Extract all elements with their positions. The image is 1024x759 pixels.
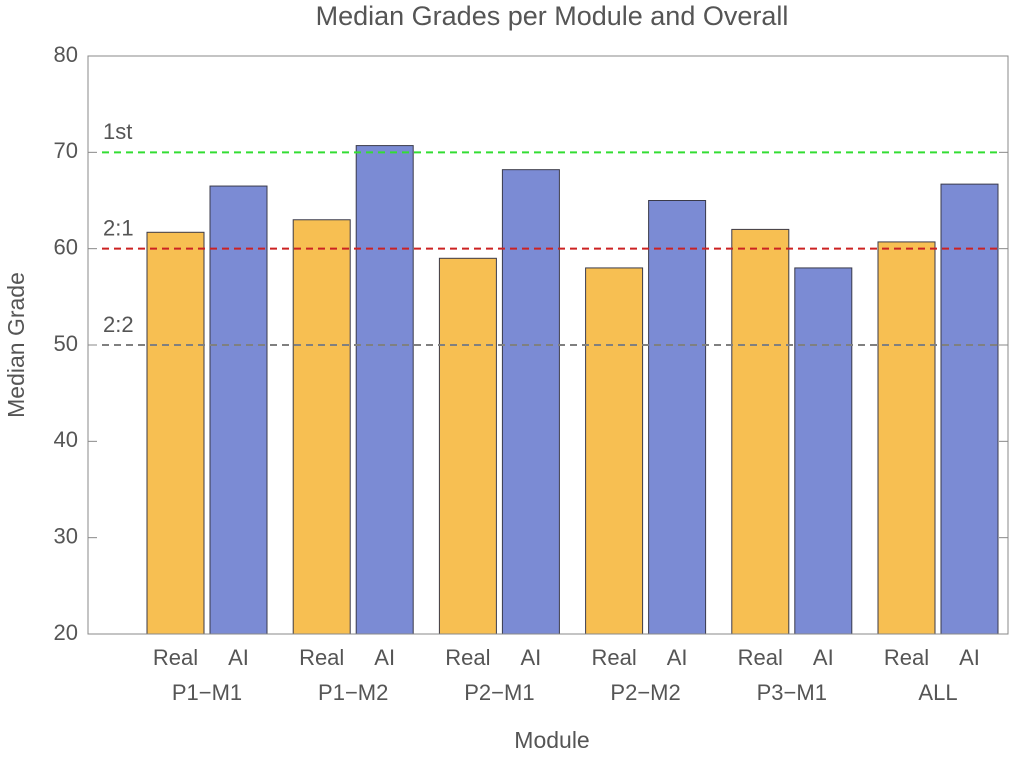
bar-series-label: AI [374, 645, 395, 670]
reference-label: 2:2 [103, 312, 134, 337]
y-tick-label: 30 [54, 523, 78, 548]
bar [940, 183, 999, 635]
bar [292, 219, 351, 635]
bar-series-label: Real [591, 645, 636, 670]
y-tick-label: 50 [54, 331, 78, 356]
bar-series-label: AI [228, 645, 249, 670]
bar [355, 145, 414, 635]
bar-series-label: Real [884, 645, 929, 670]
x-tick-label: P1−M2 [318, 680, 388, 705]
y-tick-label: 60 [54, 234, 78, 259]
bar [794, 267, 853, 635]
y-tick-label: 20 [54, 620, 78, 645]
bar-series-label: Real [299, 645, 344, 670]
bar-series-label: Real [445, 645, 490, 670]
bar [438, 257, 497, 635]
x-tick-label: P2−M1 [464, 680, 534, 705]
bar [648, 200, 707, 635]
bar [731, 228, 790, 635]
bar-series-label: Real [153, 645, 198, 670]
y-axis-label: Median Grade [3, 272, 29, 418]
bar-series-label: Real [738, 645, 783, 670]
y-tick-label: 40 [54, 427, 78, 452]
x-tick-label: P2−M2 [610, 680, 680, 705]
x-tick-label: P3−M1 [757, 680, 827, 705]
bar-series-label: AI [667, 645, 688, 670]
bar [209, 185, 268, 635]
reference-label: 1st [103, 119, 132, 144]
bar-series-label: AI [521, 645, 542, 670]
x-axis-label: Module [514, 727, 589, 753]
plot-frame [87, 55, 1009, 635]
bar [877, 241, 936, 635]
bar-series-label: AI [813, 645, 834, 670]
x-tick-label: P1−M1 [172, 680, 242, 705]
bar [501, 169, 560, 635]
bar [585, 267, 644, 635]
chart-title: Median Grades per Module and Overall [316, 1, 789, 31]
bar [146, 231, 205, 635]
y-tick-label: 70 [54, 138, 78, 163]
bar-series-label: AI [959, 645, 980, 670]
y-tick-label: 80 [54, 42, 78, 67]
reference-label: 2:1 [103, 215, 134, 240]
x-tick-label: ALL [918, 680, 957, 705]
